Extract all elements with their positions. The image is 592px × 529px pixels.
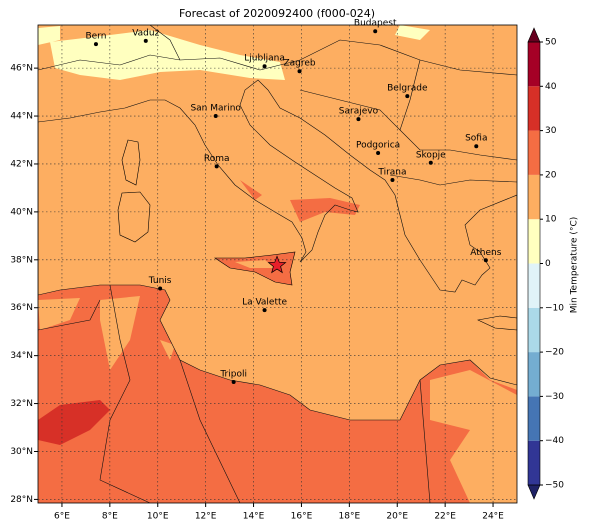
city-dot xyxy=(405,94,410,99)
colorbar-tick-label: 30 xyxy=(545,126,557,136)
colorbar-bin xyxy=(528,219,540,264)
colorbar-bin xyxy=(528,396,540,441)
x-tick-label: 18°E xyxy=(339,512,361,522)
city-label: Bern xyxy=(85,32,106,42)
colorbar-bin xyxy=(528,440,540,485)
colorbar-bin xyxy=(528,352,540,397)
africa xyxy=(38,285,517,503)
city-dot xyxy=(158,286,163,291)
city-dot xyxy=(213,114,218,119)
y-tick-label: 42°N xyxy=(10,159,33,169)
y-tick-label: 44°N xyxy=(10,112,33,122)
city-label: San Marino xyxy=(190,104,241,114)
colorbar-bin xyxy=(528,42,540,87)
sardinia xyxy=(117,191,151,243)
city-label: Tirana xyxy=(377,168,406,178)
colorbar-bin xyxy=(528,130,540,175)
colorbar-bin xyxy=(528,86,540,131)
colorbar-tick-label: 0 xyxy=(545,259,551,269)
city-label: Skopje xyxy=(416,150,446,160)
city-dot xyxy=(143,38,148,43)
y-tick-label: 38°N xyxy=(10,255,33,265)
y-tick-label: 28°N xyxy=(10,495,33,505)
colorbar-tick-label: −20 xyxy=(545,348,564,358)
city-dot xyxy=(373,29,378,34)
city-dot xyxy=(262,64,267,69)
y-tick-label: 46°N xyxy=(10,64,33,74)
colorbar-bin xyxy=(528,307,540,353)
colorbar-under xyxy=(527,484,541,500)
crete xyxy=(477,315,517,331)
map-frame xyxy=(37,24,518,504)
x-tick-label: 8°E xyxy=(102,512,118,522)
colorbar-bin xyxy=(528,263,540,308)
sicily xyxy=(214,251,296,286)
geography xyxy=(38,25,517,503)
x-tick-label: 12°E xyxy=(195,512,217,522)
x-tick-label: 20°E xyxy=(386,512,408,522)
x-tick-label: 16°E xyxy=(291,512,313,522)
colorbar-tick-label: 40 xyxy=(545,82,557,92)
colorbar-tick-label: −30 xyxy=(545,392,564,402)
y-tick-label: 32°N xyxy=(10,399,33,409)
sicily-interior xyxy=(235,260,275,268)
city-label: Roma xyxy=(204,154,230,164)
city-label: Sarajevo xyxy=(339,107,379,117)
colorbar-over xyxy=(527,27,541,43)
city-dot xyxy=(428,160,433,165)
city-dot xyxy=(474,144,479,149)
city-dot xyxy=(214,164,219,169)
city-label: Ljubljana xyxy=(244,54,285,64)
sea xyxy=(38,79,517,421)
city-label: Zagreb xyxy=(283,59,315,69)
y-tick-label: 36°N xyxy=(10,303,33,313)
hot-area xyxy=(38,400,110,445)
map-title: Forecast of 2020092400 (f000-024) xyxy=(179,7,375,20)
city-dot xyxy=(376,150,381,155)
city-label: La Valette xyxy=(242,298,287,308)
city-label: Tripoli xyxy=(219,370,247,380)
x-tick-label: 14°E xyxy=(243,512,265,522)
colorbar-tick-label: −50 xyxy=(545,481,564,491)
city-dot xyxy=(93,42,98,47)
y-tick-label: 30°N xyxy=(10,447,33,457)
city-label: Budapest xyxy=(354,19,397,29)
city-dot xyxy=(297,69,302,74)
colorbar-tick-label: 50 xyxy=(545,38,557,48)
borders xyxy=(38,25,517,503)
colorbar-tick-label: 10 xyxy=(545,215,557,225)
city-label: Sofia xyxy=(465,134,487,144)
colorbar-tick-label: −40 xyxy=(545,436,564,446)
x-tick-label: 10°E xyxy=(147,512,169,522)
city-label: Podgorica xyxy=(356,140,400,150)
city-dot xyxy=(356,117,361,122)
city-label: Vaduz xyxy=(132,28,159,38)
city-dot xyxy=(390,178,395,183)
city-label: Tunis xyxy=(148,276,172,286)
x-tick-label: 24°E xyxy=(482,512,504,522)
event-marker xyxy=(267,255,287,274)
city-label: Athens xyxy=(470,248,501,258)
city-dot xyxy=(262,308,267,313)
mild-area xyxy=(38,296,517,503)
cold-area xyxy=(38,25,430,80)
colorbar-label: Min Temperature (°C) xyxy=(570,217,580,314)
x-tick-label: 22°E xyxy=(434,512,456,522)
city-label: Belgrade xyxy=(387,84,428,94)
colorbar-tick-label: −10 xyxy=(545,303,564,313)
y-tick-label: 40°N xyxy=(10,207,33,217)
y-tick-label: 34°N xyxy=(10,351,33,361)
colorbar-tick-label: 20 xyxy=(545,170,557,180)
city-dot xyxy=(231,380,236,385)
warm-coast xyxy=(122,150,360,222)
city-dot xyxy=(483,258,488,263)
corsica xyxy=(121,139,141,186)
colorbar-bin xyxy=(528,174,540,220)
x-tick-label: 6°E xyxy=(54,512,70,522)
